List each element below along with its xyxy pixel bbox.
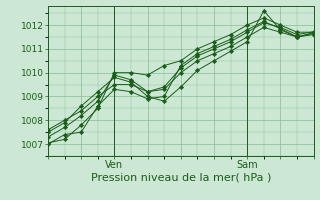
X-axis label: Pression niveau de la mer( hPa ): Pression niveau de la mer( hPa ) <box>91 173 271 183</box>
